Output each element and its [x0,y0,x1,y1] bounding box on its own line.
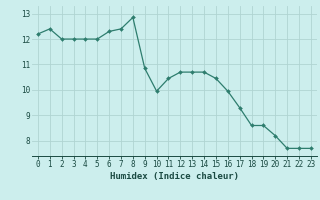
X-axis label: Humidex (Indice chaleur): Humidex (Indice chaleur) [110,172,239,181]
